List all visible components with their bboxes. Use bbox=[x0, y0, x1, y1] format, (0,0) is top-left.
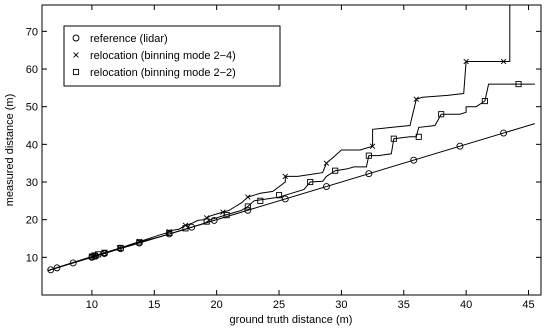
x-tick-label: 30 bbox=[335, 299, 347, 311]
series-1-point bbox=[463, 58, 469, 65]
series-0-point bbox=[322, 183, 330, 190]
series-2-point bbox=[223, 212, 230, 219]
legend-marker-2 bbox=[72, 68, 80, 76]
series-2-point bbox=[257, 197, 264, 204]
series-2-point bbox=[481, 97, 488, 105]
series-0-point bbox=[188, 223, 196, 231]
series-2-point bbox=[91, 252, 98, 259]
series-2-point bbox=[307, 178, 314, 186]
x-tick-label: 25 bbox=[273, 299, 285, 311]
series-1-point bbox=[323, 160, 330, 166]
x-axis-label: ground truth distance (m) bbox=[230, 314, 353, 326]
y-axis-label: measured distance (m) bbox=[4, 94, 16, 207]
legend-label-0: reference (lidar) bbox=[90, 33, 168, 45]
series-0-point bbox=[410, 156, 418, 164]
plot-area-frame bbox=[41, 4, 542, 296]
series-2-point bbox=[275, 192, 283, 199]
x-tick-label: 20 bbox=[211, 299, 223, 311]
series-2-point bbox=[415, 133, 422, 140]
series-2-point bbox=[203, 218, 210, 225]
series-2-point bbox=[117, 244, 124, 251]
x-tick-label: 45 bbox=[522, 299, 534, 311]
series-2-point bbox=[136, 239, 143, 246]
legend-label-2: relocation (binning mode 2−2) bbox=[90, 67, 236, 79]
series-1-point bbox=[369, 143, 376, 149]
series-1-point bbox=[203, 215, 210, 221]
series-2-point bbox=[95, 251, 102, 258]
series-2-point bbox=[166, 229, 173, 236]
y-tick-label: 70 bbox=[26, 26, 38, 38]
x-tick-label: 40 bbox=[460, 299, 472, 311]
y-tick-label: 50 bbox=[26, 102, 38, 114]
series-2-point bbox=[365, 152, 372, 159]
series-0-point bbox=[210, 216, 218, 224]
y-tick-label: 30 bbox=[26, 177, 38, 189]
axis-ticks: 10 15 20 25 30 35 40 45 10 20 30 40 50 60 70 bbox=[26, 5, 541, 311]
series-0-point bbox=[281, 195, 289, 203]
x-tick-label: 10 bbox=[86, 299, 98, 311]
series-0-point bbox=[244, 206, 252, 214]
x-tick-label: 15 bbox=[148, 299, 160, 311]
series-0-point bbox=[365, 170, 373, 178]
series-2-point bbox=[390, 135, 397, 142]
x-tick-label: 35 bbox=[398, 299, 410, 311]
series-layer bbox=[47, 5, 535, 274]
series-2-point bbox=[438, 111, 445, 118]
legend-marker-1 bbox=[73, 52, 79, 58]
series-1-point bbox=[220, 209, 226, 215]
series-1-point bbox=[245, 194, 251, 200]
y-tick-label: 60 bbox=[26, 64, 38, 76]
y-tick-label: 10 bbox=[26, 252, 38, 264]
legend: reference (lidar) relocation (binning mod… bbox=[63, 25, 281, 87]
series-2-point bbox=[515, 81, 522, 88]
series-0-point bbox=[47, 266, 55, 274]
series-2-point bbox=[101, 249, 108, 256]
series-0-point bbox=[456, 142, 464, 150]
series-0-point bbox=[53, 264, 61, 272]
series-2-point bbox=[332, 167, 339, 174]
series-line-2 bbox=[48, 83, 535, 271]
y-tick-label: 20 bbox=[26, 215, 38, 227]
series-1-point bbox=[413, 96, 419, 102]
series-2-point bbox=[182, 225, 189, 232]
series-line-0 bbox=[48, 123, 535, 271]
legend-marker-0 bbox=[72, 34, 80, 42]
series-2-point bbox=[244, 203, 251, 210]
legend-box bbox=[63, 25, 281, 87]
legend-label-1: relocation (binning mode 2−4) bbox=[90, 50, 236, 62]
series-1-point bbox=[282, 173, 288, 180]
series-1-point bbox=[500, 58, 507, 65]
series-0-point bbox=[500, 129, 508, 137]
y-tick-label: 40 bbox=[26, 139, 38, 151]
